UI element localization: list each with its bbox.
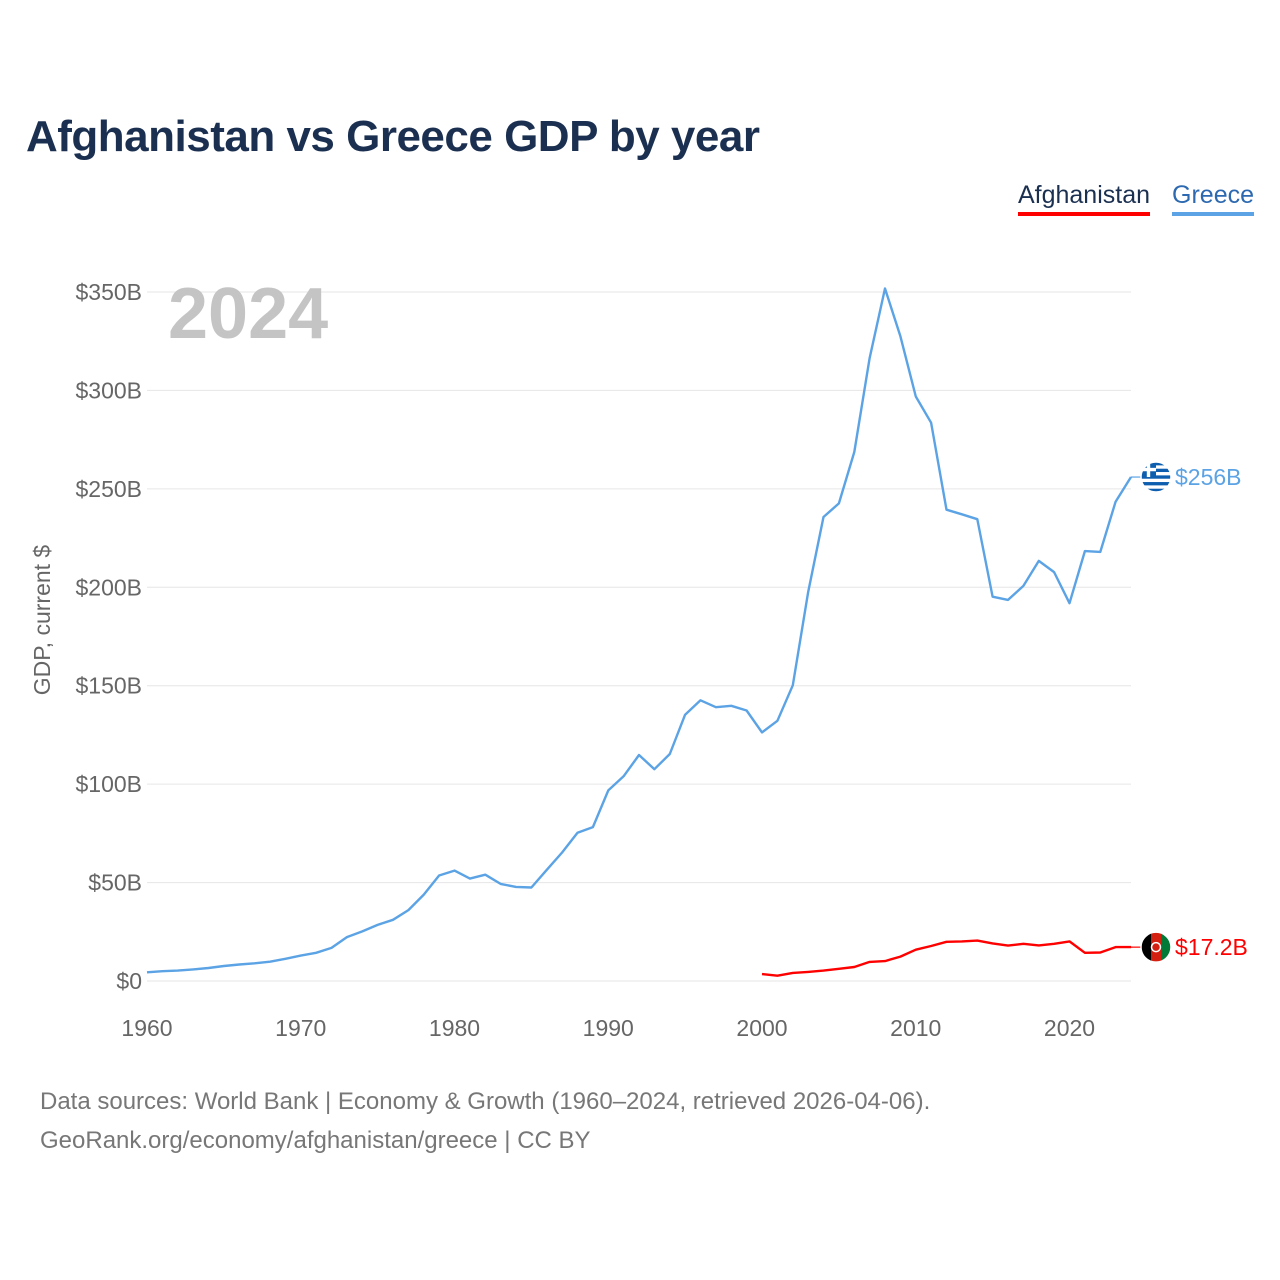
end-value-label-afghanistan: $17.2B — [1175, 934, 1248, 960]
y-tick-label: $200B — [75, 574, 142, 600]
y-tick-label: $250B — [75, 476, 142, 502]
footer: Data sources: World Bank | Economy & Gro… — [40, 1082, 930, 1160]
year-watermark: 2024 — [168, 274, 328, 354]
y-tick-label: $100B — [75, 771, 142, 797]
grid-lines — [147, 291, 1131, 982]
x-tick-label: 2000 — [736, 1015, 787, 1041]
x-tick-label: 1970 — [275, 1015, 326, 1041]
series-lines — [146, 287, 1133, 977]
legend: Afghanistan Greece — [1017, 181, 1254, 216]
y-tick-label: $0 — [116, 968, 142, 994]
x-tick-label: 1960 — [121, 1015, 172, 1041]
chart-title: Afghanistan vs Greece GDP by year — [26, 112, 760, 161]
x-tick-label: 1980 — [429, 1015, 480, 1041]
series-line-greece — [146, 287, 1133, 974]
end-markers: $256B $17.2B — [1131, 461, 1248, 963]
y-tick-label: $150B — [75, 673, 142, 699]
x-axis-ticks: 1960 1970 1980 1990 2000 2010 2020 — [121, 1015, 1095, 1041]
y-axis-ticks: $0 $50B $100B $150B $200B $250B $300B $350B — [75, 279, 142, 994]
x-tick-label: 1990 — [583, 1015, 634, 1041]
series-line-afghanistan — [761, 939, 1131, 977]
y-tick-label: $300B — [75, 377, 142, 403]
y-tick-label: $50B — [88, 870, 142, 896]
legend-item-greece[interactable]: Greece — [1172, 181, 1254, 216]
afghanistan-flag-icon — [1141, 932, 1171, 963]
x-tick-label: 2010 — [890, 1015, 941, 1041]
footer-sources: Data sources: World Bank | Economy & Gro… — [40, 1088, 931, 1115]
greece-flag-icon — [1141, 462, 1171, 493]
legend-item-afghanistan[interactable]: Afghanistan — [1017, 181, 1151, 216]
x-tick-label: 2020 — [1044, 1015, 1095, 1041]
end-value-label-greece: $256B — [1175, 464, 1242, 490]
footer-link[interactable]: GeoRank.org/economy/afghanistan/greece |… — [40, 1127, 591, 1154]
y-axis-label: GDP, current $ — [29, 545, 55, 696]
y-tick-label: $350B — [75, 279, 142, 305]
